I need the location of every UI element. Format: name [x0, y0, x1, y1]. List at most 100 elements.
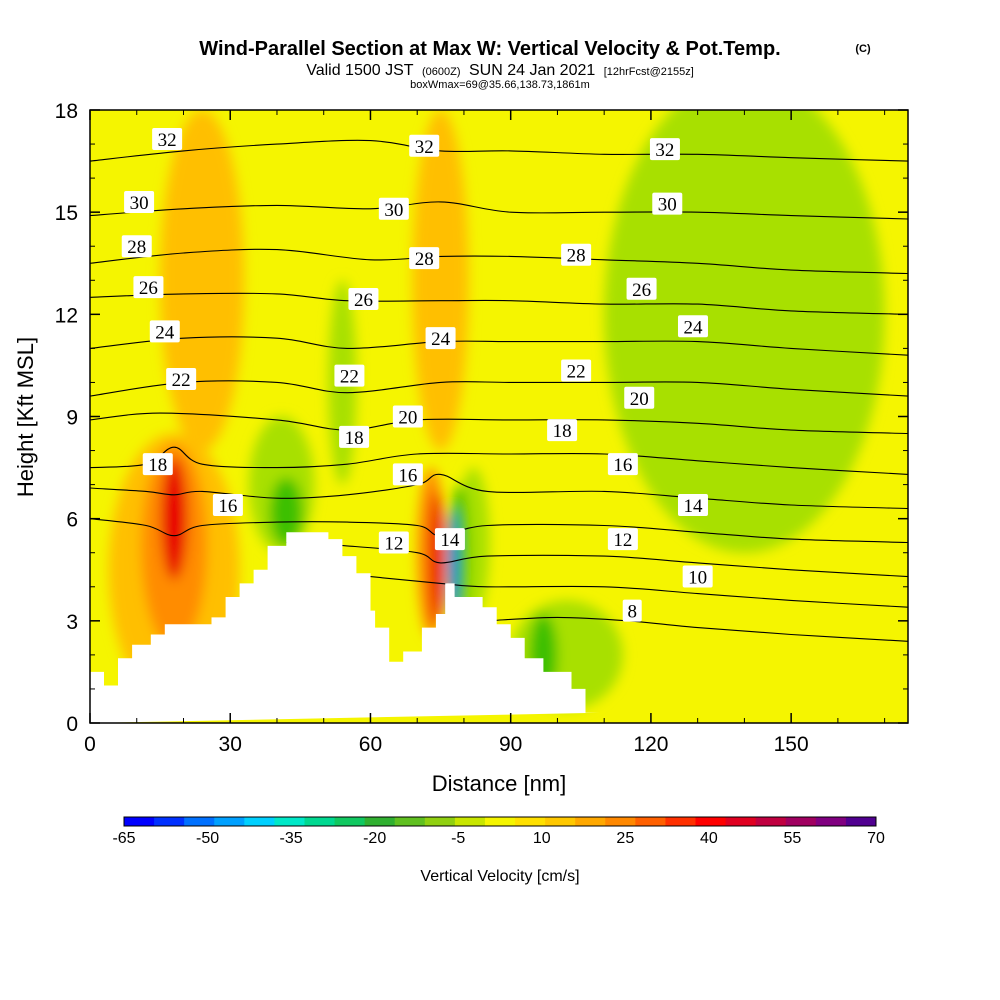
svg-text:10: 10	[688, 568, 707, 589]
colorbar-swatch	[394, 817, 426, 826]
colorbar-tick-label: -50	[196, 830, 219, 847]
subtitle-valid: Valid 1500 JST	[306, 62, 414, 79]
plot-area: 32 32 32 30 30 30 28 28 28 26 26 26 24 24 24 22 22 22 20 20…	[89, 109, 909, 724]
contour-label: 22	[166, 368, 197, 391]
svg-text:28: 28	[127, 237, 146, 258]
isentrope-8	[487, 616, 908, 642]
contour-label: 28	[121, 235, 152, 258]
svg-text:12: 12	[613, 530, 632, 551]
contour-label: 10	[682, 565, 713, 589]
axes: 0 30 60 90 120 150 0 3 6 9 12 15 18	[55, 100, 908, 756]
y-tick-label: 15	[55, 202, 78, 225]
colorbar-swatch	[695, 817, 727, 826]
svg-text:26: 26	[354, 290, 373, 311]
contour-label: 32	[409, 134, 440, 158]
colorbar-swatch	[755, 817, 787, 826]
svg-text:24: 24	[155, 322, 175, 343]
svg-text:26: 26	[632, 280, 651, 301]
svg-text:16: 16	[613, 455, 632, 476]
colorbar-swatch	[124, 817, 155, 826]
colorbar-swatch	[815, 817, 847, 826]
y-tick-label: 9	[66, 407, 78, 430]
contour-label: 16	[392, 463, 423, 486]
svg-text:30: 30	[658, 195, 677, 216]
x-tick-label: 30	[219, 733, 242, 756]
colorbar-swatch	[154, 817, 185, 826]
isentrope-28	[90, 248, 908, 275]
svg-text:22: 22	[340, 367, 359, 388]
colorbar-swatch	[364, 817, 396, 826]
svg-text:22: 22	[567, 362, 586, 383]
colorbar-swatch	[184, 817, 215, 826]
colorbar-tick-label: -65	[112, 830, 135, 847]
svg-text:32: 32	[655, 140, 674, 161]
contour-label: 28	[409, 247, 440, 270]
contour-label: 26	[626, 277, 657, 301]
contour-label: 24	[425, 327, 456, 350]
contour-label: 20	[624, 386, 655, 410]
colorbar-tick-label: 70	[867, 830, 885, 847]
contour-label: 24	[677, 315, 708, 338]
chart-title-tag: (C)	[855, 43, 871, 55]
colorbar-swatch	[214, 817, 245, 826]
contour-label: 30	[124, 190, 155, 214]
colorbar-swatch	[575, 817, 606, 826]
colorbar-swatch	[334, 817, 366, 826]
colorbar-swatch	[424, 817, 456, 826]
isentrope-16	[90, 473, 908, 510]
contour-label: 26	[348, 288, 379, 311]
colorbar: -65 -50 -35 -20 -5 10 25 40 55 70	[112, 816, 885, 847]
y-tick-label: 3	[66, 611, 78, 634]
colorbar-swatch	[244, 817, 275, 826]
svg-text:28: 28	[415, 249, 434, 270]
contour-label: 12	[378, 531, 409, 555]
y-tick-label: 0	[66, 713, 78, 736]
velocity-cell-downdraft-weak	[604, 110, 885, 553]
velocity-cell-updraft-weak	[412, 110, 469, 451]
svg-text:8: 8	[627, 602, 637, 623]
contour-label: 18	[339, 425, 370, 449]
svg-text:16: 16	[398, 465, 417, 486]
svg-text:20: 20	[398, 408, 417, 429]
velocity-cell-updraft-strong	[161, 457, 188, 580]
svg-text:16: 16	[218, 496, 237, 517]
contour-label: 16	[212, 494, 243, 517]
colorbar-swatch	[304, 817, 336, 826]
contour-label: 28	[561, 243, 592, 267]
velocity-cell-downdraft-moderate	[269, 477, 303, 546]
subtitle-utc: (0600Z)	[422, 66, 461, 78]
colorbar-swatch	[785, 817, 817, 826]
colorbar-swatch	[725, 817, 757, 826]
colorbar-tick-label: -20	[363, 830, 386, 847]
svg-text:32: 32	[415, 137, 434, 158]
colorbar-frame	[123, 816, 877, 827]
y-tick-label: 12	[55, 304, 78, 327]
contour-labels: 32 32 32 30 30 30 28 28 28 26 26 26 24 24 24 22 22 22 20 20…	[121, 127, 713, 623]
isentrope-22	[90, 380, 908, 397]
terrain	[90, 532, 600, 723]
svg-text:30: 30	[384, 200, 403, 221]
svg-text:18: 18	[148, 455, 167, 476]
contour-label: 20	[392, 405, 423, 429]
svg-text:24: 24	[431, 329, 451, 350]
potential-temperature-contours	[90, 139, 908, 642]
colorbar-swatch	[545, 817, 576, 826]
contour-label: 12	[607, 528, 638, 551]
colorbar-swatch	[274, 817, 305, 826]
terrain-profile	[90, 532, 600, 723]
x-tick-label: 90	[499, 733, 522, 756]
velocity-cell-updraft-weak	[160, 110, 245, 451]
svg-text:32: 32	[158, 130, 177, 151]
svg-text:14: 14	[440, 530, 460, 551]
contour-label: 26	[133, 276, 164, 299]
svg-text:18: 18	[553, 421, 572, 442]
colorbar-swatch	[454, 817, 486, 826]
colorbar-swatch	[484, 817, 516, 826]
colorbar-tick-label: 25	[616, 830, 634, 847]
y-tick-label: 18	[55, 100, 78, 123]
isentrope-24	[90, 336, 908, 356]
chart-title: Wind-Parallel Section at Max W: Vertical…	[199, 38, 780, 60]
isentrope-30	[90, 201, 908, 220]
chart-subtitle: Valid 1500 JST (0600Z) SUN 24 Jan 2021 […	[306, 62, 694, 79]
contour-label: 32	[649, 138, 680, 161]
